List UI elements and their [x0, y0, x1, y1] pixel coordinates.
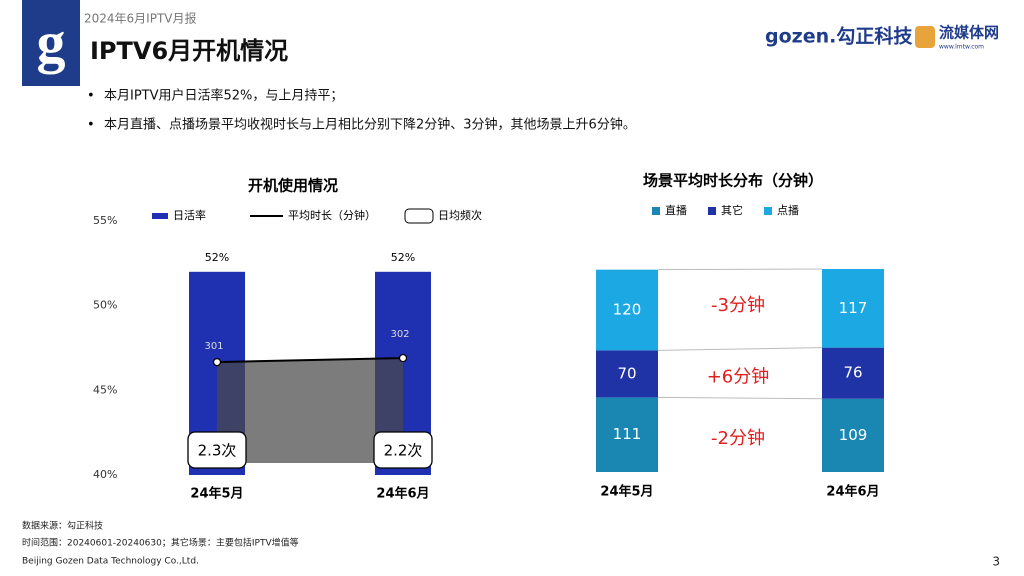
legend-label: 点播 — [777, 203, 799, 217]
bar-label: 52% — [391, 251, 415, 264]
legend-swatch — [152, 213, 168, 219]
y-tick-label: 40% — [93, 468, 117, 481]
line-label: 301 — [204, 341, 223, 352]
logo-g: g — [37, 9, 66, 74]
frequency-box — [187, 431, 247, 469]
bar-label: 111 — [613, 425, 642, 443]
change-annotation: -2分钟 — [711, 428, 765, 449]
bullet: 本月IPTV用户日活率52%，与上月持平； — [104, 88, 343, 104]
x-tick-label: 24年6月 — [376, 486, 429, 502]
bullet-dot: • — [87, 118, 95, 133]
brand-logo: gozen.勾正科技 — [765, 25, 913, 48]
bar-label: 109 — [839, 426, 868, 444]
footer-period: 时间范围：20240601-20240630；其它场景：主要包括IPTV增值等 — [22, 537, 299, 549]
partner-icon — [915, 26, 935, 48]
frequency-box — [373, 431, 433, 469]
bar-label: 52% — [205, 251, 229, 264]
bar-segment — [596, 269, 658, 351]
y-tick-label: 45% — [93, 383, 117, 396]
x-tick-label: 24年5月 — [190, 486, 243, 502]
x-tick-label: 24年5月 — [600, 484, 653, 500]
bar-segment — [596, 397, 658, 472]
y-tick-label: 50% — [93, 299, 117, 312]
bar-segment — [822, 269, 884, 348]
legend-swatch — [404, 208, 434, 224]
legend-label: 日活率 — [173, 208, 206, 222]
footer-company: Beijing Gozen Data Technology Co.,Ltd. — [22, 557, 199, 567]
chart-title: 开机使用情况 — [248, 177, 338, 195]
slide-title: IPTV6月开机情况 — [90, 37, 288, 65]
page-number: 3 — [992, 555, 1000, 569]
line-point — [398, 353, 408, 363]
bar-segment — [596, 350, 658, 398]
bar-label: 70 — [617, 364, 636, 382]
legend-swatch — [764, 207, 772, 215]
connector — [657, 347, 823, 351]
partner-url: www.lmtw.com — [939, 44, 984, 51]
legend-label: 日均频次 — [438, 208, 482, 222]
change-annotation: +6分钟 — [707, 367, 770, 388]
line — [216, 357, 404, 364]
bullet-dot: • — [87, 89, 95, 104]
legend-label: 其它 — [721, 203, 743, 217]
connector — [657, 396, 823, 400]
change-annotation: -3分钟 — [711, 295, 765, 316]
line-area — [217, 358, 403, 463]
logo-block — [22, 0, 80, 86]
bullet: 本月直播、点播场景平均收视时长与上月相比分别下降2分钟、3分钟，其他场景上升6分… — [104, 117, 636, 133]
legend-swatch — [652, 207, 660, 215]
report-name: 2024年6月IPTV月报 — [84, 11, 197, 26]
legend-label: 平均时长（分钟） — [288, 208, 376, 222]
connector — [657, 268, 823, 271]
bar-label: 76 — [843, 364, 862, 382]
y-tick-label: 55% — [93, 214, 117, 227]
bar-segment — [822, 398, 884, 472]
line-point — [212, 358, 222, 367]
x-tick-label: 24年6月 — [826, 484, 879, 500]
chart-title: 场景平均时长分布（分钟） — [643, 172, 823, 190]
frequency-label: 2.2次 — [384, 442, 423, 460]
bar-label: 117 — [839, 299, 868, 317]
partner-logo: 流媒体网 — [939, 23, 999, 41]
line-label: 302 — [390, 329, 409, 340]
frequency-label: 2.3次 — [198, 442, 237, 460]
legend-swatch — [708, 207, 716, 215]
legend-label: 直播 — [665, 203, 687, 217]
bar-segment — [822, 347, 884, 399]
bar-label: 120 — [613, 301, 642, 319]
footer-source: 数据来源：勾正科技 — [22, 520, 103, 532]
